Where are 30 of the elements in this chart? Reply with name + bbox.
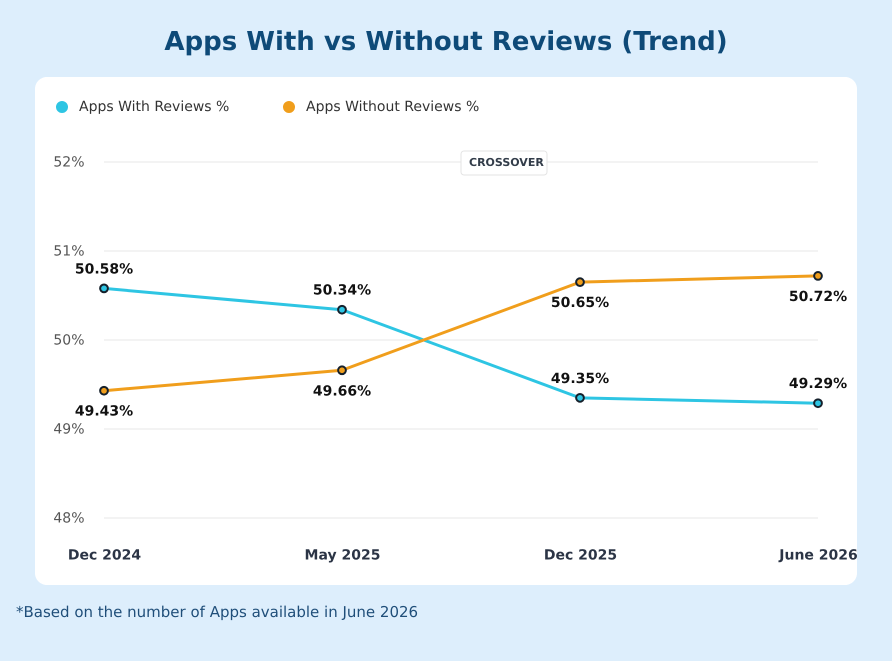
point [813, 271, 823, 281]
y-tick-label: 51% [53, 244, 84, 260]
data-label: 50.58% [74, 261, 134, 278]
point [337, 304, 347, 315]
y-tick-label: 48% [53, 510, 84, 526]
data-label: 49.66% [312, 383, 372, 400]
y-tick-label: 52% [53, 154, 84, 170]
point [99, 284, 109, 294]
y-tick-label: 50% [53, 332, 84, 348]
data-label: 50.72% [788, 288, 848, 305]
x-tick-label: Dec 2024 [68, 548, 142, 564]
point [337, 365, 347, 376]
point [575, 277, 585, 288]
chart-title: Apps With vs Without Reviews (Trend) [164, 27, 728, 57]
x-tick-label: May 2025 [304, 548, 380, 564]
data-label: 49.43% [74, 404, 134, 420]
data-label: 49.35% [550, 370, 610, 387]
point [813, 398, 823, 408]
data-label: 50.65% [550, 295, 610, 312]
x-tick-label: Dec 2025 [544, 548, 618, 564]
data-label: 50.34% [312, 282, 372, 299]
point [575, 392, 585, 403]
y-tick-label: 49% [53, 422, 84, 438]
legend-label: Apps With Reviews % [79, 99, 230, 115]
data-label: 49.29% [788, 376, 848, 392]
point [99, 386, 109, 396]
x-tick-label: June 2026 [778, 548, 858, 564]
text: *Based on the number of Apps available in June 2026 [16, 603, 418, 621]
legend-label: Apps Without Reviews % [306, 99, 480, 115]
annotation: CROSSOVER [469, 156, 544, 169]
